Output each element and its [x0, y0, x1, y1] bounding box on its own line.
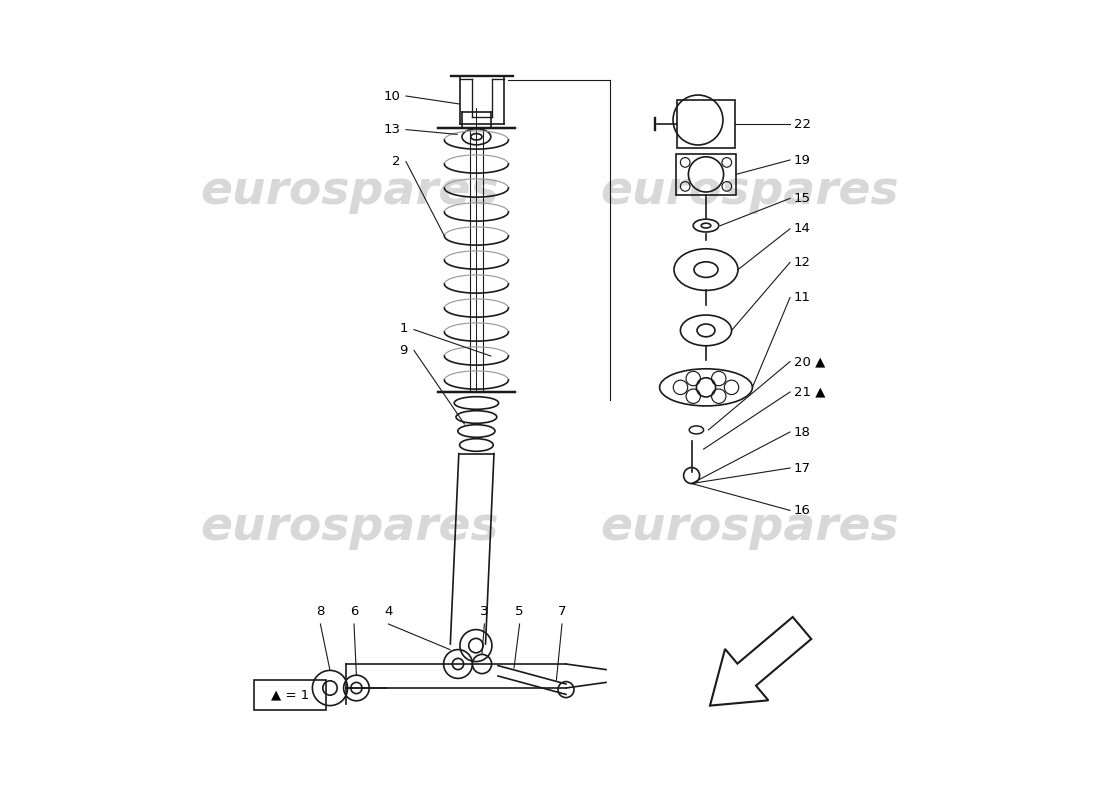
Bar — [254, 680, 326, 710]
Text: 9: 9 — [399, 344, 408, 357]
Text: 16: 16 — [794, 504, 811, 517]
Text: eurospares: eurospares — [601, 506, 900, 550]
Text: 22: 22 — [794, 118, 811, 130]
Text: 2: 2 — [392, 155, 400, 168]
Text: 3: 3 — [480, 605, 488, 618]
Text: 15: 15 — [794, 192, 811, 205]
Text: 21 ▲: 21 ▲ — [794, 386, 825, 398]
Text: 20 ▲: 20 ▲ — [794, 355, 825, 368]
Text: 1: 1 — [399, 322, 408, 334]
Text: eurospares: eurospares — [200, 506, 499, 550]
Text: 13: 13 — [384, 123, 400, 136]
Text: eurospares: eurospares — [601, 170, 900, 214]
Text: ▲ = 1: ▲ = 1 — [271, 689, 309, 702]
Text: 10: 10 — [384, 90, 400, 102]
Text: 12: 12 — [794, 256, 811, 269]
Text: 18: 18 — [794, 426, 811, 438]
Text: 4: 4 — [384, 605, 393, 618]
Text: 5: 5 — [515, 605, 524, 618]
Text: 7: 7 — [558, 605, 566, 618]
Text: eurospares: eurospares — [200, 170, 499, 214]
Text: 11: 11 — [794, 291, 811, 304]
Text: 19: 19 — [794, 154, 811, 166]
Text: 8: 8 — [316, 605, 324, 618]
Text: 17: 17 — [794, 462, 811, 474]
Text: 14: 14 — [794, 222, 811, 235]
Text: 6: 6 — [350, 605, 359, 618]
